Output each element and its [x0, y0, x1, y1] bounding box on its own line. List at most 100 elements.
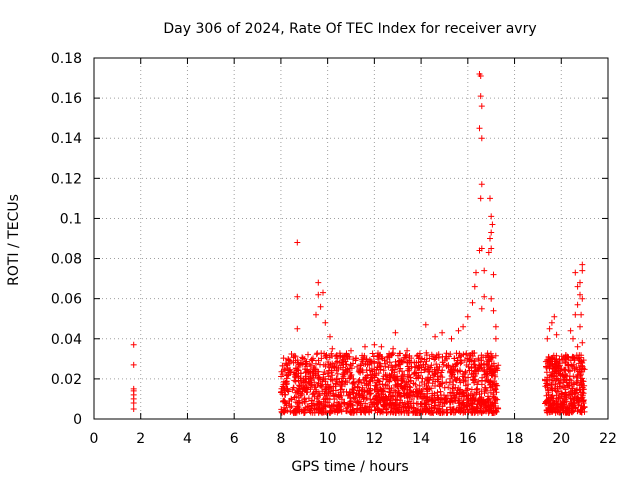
- data-point: [322, 378, 329, 385]
- data-point: [553, 400, 560, 407]
- data-point: [553, 331, 560, 338]
- data-point: [285, 388, 292, 395]
- data-point: [485, 354, 492, 361]
- data-point: [313, 360, 319, 367]
- data-point: [384, 397, 391, 404]
- data-point: [356, 377, 363, 383]
- data-point: [339, 371, 346, 378]
- data-point: [415, 372, 422, 379]
- data-point: [307, 386, 314, 393]
- data-point: [487, 195, 493, 202]
- data-point: [470, 373, 477, 380]
- y-tick-label: 0.06: [51, 292, 82, 308]
- data-point: [360, 396, 367, 403]
- data-point: [361, 388, 368, 395]
- data-point: [290, 384, 297, 391]
- data-point: [473, 269, 479, 276]
- data-point: [485, 409, 492, 416]
- data-point: [338, 408, 345, 415]
- data-point: [548, 319, 555, 326]
- data-point: [366, 403, 373, 410]
- data-point: [378, 343, 385, 350]
- data-point: [386, 359, 393, 366]
- data-point: [475, 378, 482, 385]
- data-point: [392, 377, 399, 384]
- data-point: [382, 381, 389, 388]
- data-point: [317, 377, 324, 383]
- data-point: [288, 351, 295, 357]
- data-point: [577, 370, 584, 376]
- data-point: [488, 295, 495, 302]
- data-point: [294, 357, 301, 364]
- data-point: [370, 353, 377, 360]
- data-point: [388, 395, 394, 402]
- data-point: [324, 399, 331, 406]
- data-point: [427, 374, 434, 381]
- data-point: [410, 400, 417, 407]
- data-point: [492, 323, 499, 330]
- data-point: [574, 394, 581, 401]
- data-point: [491, 363, 498, 370]
- data-point: [334, 370, 341, 377]
- data-point: [464, 385, 471, 392]
- data-point: [477, 195, 484, 202]
- data-point: [482, 399, 489, 406]
- data-point: [487, 384, 494, 391]
- data-point: [577, 323, 583, 330]
- data-point: [478, 135, 485, 142]
- data-point: [444, 362, 450, 369]
- data-point: [394, 381, 401, 388]
- data-point: [572, 269, 579, 276]
- data-point: [447, 406, 454, 413]
- data-point: [488, 229, 495, 236]
- data-point: [567, 327, 574, 334]
- data-point: [426, 355, 433, 362]
- data-point: [424, 406, 431, 413]
- data-point: [294, 293, 301, 300]
- data-point: [548, 382, 555, 389]
- data-point: [439, 329, 446, 336]
- data-point: [481, 267, 488, 274]
- data-point: [473, 389, 480, 396]
- data-point: [348, 347, 354, 354]
- data-point: [546, 325, 553, 332]
- data-point: [331, 401, 337, 408]
- data-point: [562, 354, 569, 361]
- data-point: [313, 311, 319, 318]
- data-point: [328, 376, 335, 383]
- data-point: [292, 353, 299, 360]
- data-point: [439, 403, 446, 410]
- data-point: [417, 391, 424, 398]
- data-point: [490, 369, 497, 376]
- data-point: [369, 350, 376, 357]
- data-point: [437, 388, 444, 395]
- data-point: [404, 347, 411, 354]
- data-point: [447, 398, 454, 405]
- data-point: [478, 357, 485, 364]
- data-point: [398, 408, 405, 415]
- data-point: [441, 384, 448, 391]
- data-point: [489, 401, 496, 407]
- data-point: [333, 375, 340, 382]
- data-point: [561, 384, 568, 391]
- data-point: [344, 401, 351, 408]
- data-point: [305, 378, 312, 385]
- data-point: [281, 366, 287, 373]
- data-point: [350, 379, 357, 386]
- data-point: [368, 374, 375, 381]
- data-point: [477, 361, 484, 368]
- x-tick-label: 6: [230, 431, 239, 447]
- data-point: [467, 400, 474, 407]
- data-point: [544, 335, 551, 342]
- data-point: [401, 383, 407, 390]
- data-point: [349, 388, 355, 395]
- data-point: [396, 350, 403, 357]
- data-point: [380, 373, 387, 380]
- data-point: [408, 359, 415, 366]
- data-point: [458, 407, 465, 414]
- data-point: [347, 374, 354, 381]
- data-point: [451, 374, 458, 381]
- data-point: [403, 408, 410, 415]
- data-point: [347, 395, 353, 402]
- data-point: [420, 395, 427, 402]
